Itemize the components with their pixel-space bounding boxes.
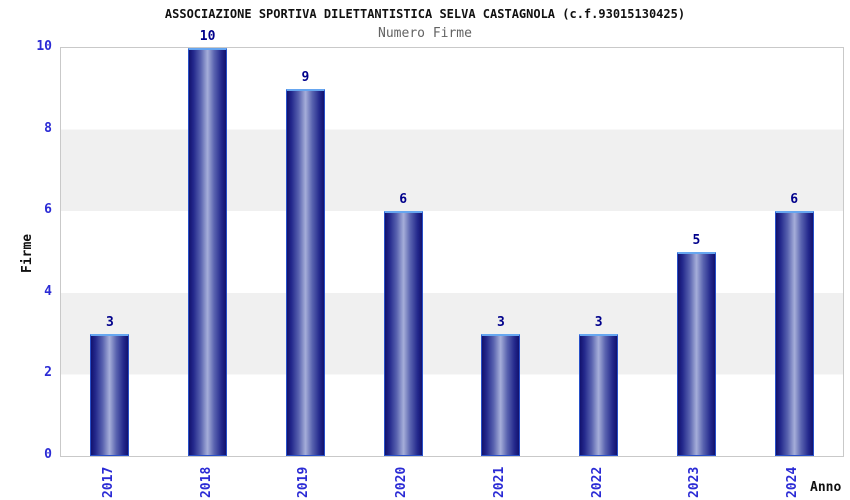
y-tick-label: 6 [44, 202, 52, 218]
x-tick-label: 2020 [394, 466, 410, 498]
bar-value-label: 3 [594, 314, 603, 330]
y-tick-label: 2 [44, 365, 52, 381]
bar-2024 [774, 211, 814, 456]
bar-2017 [90, 333, 130, 456]
bar-2018 [188, 48, 228, 456]
bar-2020 [383, 211, 423, 456]
x-tick-label: 2022 [589, 466, 605, 498]
plot-area: 3 10 9 6 3 3 5 6 [60, 30, 844, 457]
y-tick-label: 4 [44, 283, 52, 299]
y-tick-label: 0 [44, 447, 52, 462]
y-axis-title: Firme [20, 233, 35, 273]
x-tick-label: 2017 [100, 466, 116, 498]
bar-2019 [285, 88, 325, 456]
x-tick-label: 2024 [785, 466, 801, 498]
bar-2021 [481, 333, 521, 456]
x-axis-title: Anno [810, 480, 842, 495]
chart-title: ASSOCIAZIONE SPORTIVA DILETTANTISTICA SE… [164, 7, 686, 21]
bar-value-label: 6 [399, 192, 408, 208]
y-tick-label: 8 [44, 120, 52, 136]
y-tick-label: 10 [36, 39, 52, 54]
bar-value-label: 3 [105, 314, 114, 330]
bar-2023 [676, 252, 716, 456]
x-tick-label: 2018 [198, 466, 214, 498]
bar-2022 [579, 333, 619, 456]
bar-value-label: 3 [496, 314, 505, 330]
x-tick-label: 2023 [687, 466, 703, 498]
chart-subtitle: Numero Firme [378, 26, 472, 41]
x-tick-label: 2019 [296, 466, 312, 498]
bar-value-label: 6 [790, 192, 799, 208]
bar-value-label: 10 [199, 29, 216, 44]
x-tick-label: 2021 [491, 466, 507, 498]
bar-value-label: 9 [301, 69, 310, 85]
bar-value-label: 5 [692, 233, 701, 248]
